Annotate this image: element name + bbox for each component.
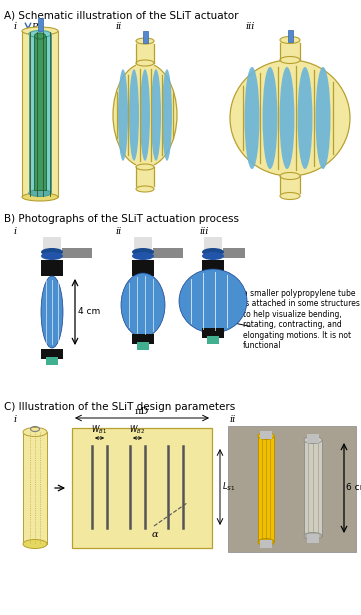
Ellipse shape [29,31,51,38]
Bar [22,31,58,197]
Bar [38,18,43,31]
Bar [153,248,183,258]
Bar [202,328,224,338]
Text: P: P [31,23,37,32]
Ellipse shape [258,432,274,440]
Text: $W_{B1}$: $W_{B1}$ [91,424,108,436]
Ellipse shape [297,67,313,169]
Text: πD: πD [135,407,149,416]
FancyBboxPatch shape [204,237,222,253]
Bar [260,431,272,439]
Bar [136,163,154,189]
Bar [41,260,63,276]
Ellipse shape [244,67,260,169]
Ellipse shape [179,269,247,333]
Bar [304,440,322,536]
Bar [223,248,245,258]
Ellipse shape [136,186,154,192]
Ellipse shape [41,252,63,260]
Text: ii: ii [115,22,121,31]
Ellipse shape [118,69,128,161]
Bar [307,534,319,543]
Ellipse shape [136,38,154,44]
Text: i: i [14,22,17,31]
Text: α: α [152,530,158,539]
Bar [46,357,58,365]
Text: iii: iii [200,227,209,236]
Bar [62,248,92,258]
Text: $W_{B2}$: $W_{B2}$ [130,424,145,436]
Bar [34,36,45,190]
Ellipse shape [202,248,224,256]
Ellipse shape [23,427,47,437]
Bar [228,426,356,552]
Text: $L_{S1}$: $L_{S1}$ [222,481,235,493]
Text: A) Schematic illustration of the SLiT actuator: A) Schematic illustration of the SLiT ac… [4,11,239,21]
Ellipse shape [132,252,154,260]
Bar [280,40,300,64]
Ellipse shape [23,539,47,549]
Ellipse shape [41,276,63,348]
Ellipse shape [280,57,300,63]
FancyBboxPatch shape [43,237,61,253]
Bar [258,436,274,542]
Bar [41,349,63,359]
Bar [143,31,148,43]
Bar [132,334,154,344]
Bar [23,432,47,544]
Text: a smaller polypropylene tube
is attached in some structures
to help visualize be: a smaller polypropylene tube is attached… [243,289,360,350]
Bar [260,540,272,548]
Ellipse shape [121,273,165,337]
Ellipse shape [22,27,58,35]
Ellipse shape [113,63,177,167]
Ellipse shape [41,248,63,256]
Bar [307,434,319,443]
Bar [72,428,212,548]
Ellipse shape [136,164,154,170]
Ellipse shape [162,69,172,161]
Ellipse shape [279,67,295,169]
Ellipse shape [258,539,274,546]
Text: iii: iii [245,22,255,31]
Bar [287,30,292,42]
Bar [207,336,219,344]
Ellipse shape [304,437,322,443]
Bar [136,41,154,67]
Ellipse shape [262,67,278,169]
Ellipse shape [22,193,58,201]
Ellipse shape [280,192,300,199]
Text: ii: ii [230,415,236,424]
Ellipse shape [140,69,150,161]
Ellipse shape [129,69,139,161]
Text: C) Illustration of the SLiT design parameters: C) Illustration of the SLiT design param… [4,402,235,412]
Ellipse shape [151,69,161,161]
Text: i: i [14,227,17,236]
Bar [137,342,149,350]
Text: 4 cm: 4 cm [78,308,100,317]
Text: i: i [14,415,17,424]
FancyBboxPatch shape [134,237,152,253]
Bar [202,260,224,274]
Bar [29,34,51,192]
Ellipse shape [132,248,154,256]
Ellipse shape [280,172,300,180]
Ellipse shape [136,60,154,66]
Ellipse shape [230,60,350,176]
Ellipse shape [29,189,51,197]
Ellipse shape [304,533,322,539]
Bar [132,260,154,276]
Ellipse shape [202,252,224,260]
Bar [280,172,300,196]
Ellipse shape [316,67,331,169]
Ellipse shape [34,33,45,39]
Text: 6 cm: 6 cm [346,483,361,493]
Text: ii: ii [115,227,121,236]
Text: B) Photographs of the SLiT actuation process: B) Photographs of the SLiT actuation pro… [4,214,239,224]
Ellipse shape [280,36,300,44]
